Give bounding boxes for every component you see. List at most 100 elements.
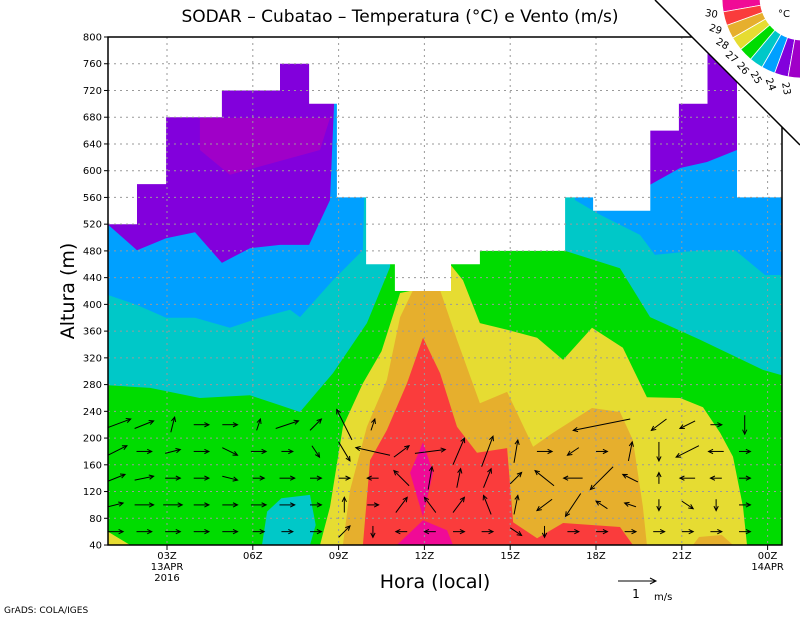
y-axis-label: Altura (m)	[57, 243, 79, 340]
temperature-contours	[108, 37, 782, 545]
wind-arrow-head	[402, 496, 408, 503]
y-tick-label: 320	[83, 353, 102, 364]
x-tick-label: 06Z	[243, 551, 263, 562]
x-tick-label: 00Z	[758, 551, 778, 562]
wind-arrow-shaft	[513, 439, 519, 463]
wind-arrow-head	[256, 417, 262, 425]
wind-arrow-head	[589, 484, 596, 491]
wind-arrow	[681, 529, 695, 535]
x-tick-label: 09Z	[329, 551, 349, 562]
wind-arrow-head	[572, 426, 579, 433]
wind-arrow-shaft	[393, 470, 410, 487]
wind-arrow	[354, 446, 391, 456]
y-tick-label: 800	[83, 33, 102, 44]
wind-arrow-shaft	[679, 420, 696, 429]
wind-arrow	[678, 420, 696, 430]
wind-arrow-head	[345, 525, 351, 531]
wind-arrow-shaft	[336, 409, 353, 441]
wind-arrow-head	[373, 502, 380, 508]
wind-arrow-shaft	[424, 497, 437, 513]
y-tick-label: 160	[83, 460, 102, 471]
wind-arrow-shaft	[134, 420, 154, 429]
y-tick-label: 360	[83, 327, 102, 338]
wind-arrow	[367, 502, 380, 508]
wind-arrow-head	[541, 532, 548, 539]
contour-region--31	[410, 442, 433, 517]
wind-arrow	[513, 438, 520, 463]
contour-region--31	[396, 520, 453, 545]
contour-region--23	[199, 117, 330, 175]
wind-arrow	[621, 473, 639, 483]
wind-arrow	[427, 465, 434, 490]
wind-arrow	[624, 529, 638, 535]
contour-region-28-29	[108, 531, 131, 545]
contour-region-30-31	[362, 337, 633, 545]
wind-arrow	[739, 529, 752, 535]
wind-arrow	[595, 500, 608, 510]
wind-arrow-head	[566, 450, 573, 456]
wind-arrow	[566, 447, 580, 456]
wind-arrow-head	[628, 440, 634, 447]
wind-arrow	[170, 415, 177, 433]
wind-arrow-head	[457, 467, 463, 474]
wind-arrow-shaft	[513, 495, 519, 515]
wind-arrow-head	[148, 474, 155, 480]
wind-vectors	[108, 408, 752, 539]
wind-arrow-shaft	[108, 418, 131, 429]
wind-arrow	[108, 445, 128, 456]
wind-arrow	[739, 502, 752, 508]
wind-arrow	[134, 420, 155, 429]
wind-arrow-head	[290, 475, 296, 481]
wind-arrow	[341, 496, 347, 513]
wind-arrow-shaft	[595, 500, 608, 510]
wind-arrow	[482, 494, 492, 515]
wind-arrow-head	[489, 435, 494, 442]
wind-arrow	[338, 475, 352, 481]
wind-arrow-head	[547, 448, 554, 455]
wind-arrow-shaft	[355, 447, 391, 456]
wind-arrow-head	[595, 500, 602, 506]
wind-arrow	[193, 475, 211, 481]
wind-arrow-head	[621, 473, 628, 479]
wind-arrow	[309, 418, 323, 431]
wind-arrow-head	[259, 475, 266, 481]
wind-arrow	[108, 418, 132, 429]
wind-arrow-head	[675, 452, 682, 458]
wind-arrow-head	[404, 445, 411, 451]
wind-arrow	[572, 418, 631, 433]
wind-arrow-head	[678, 424, 685, 430]
wind-arrow	[164, 448, 182, 454]
wind-arrow	[710, 422, 723, 428]
wind-arrow	[536, 498, 553, 512]
wind-arrow	[623, 501, 637, 508]
wind-arrow-head	[459, 529, 466, 535]
wind-arrow	[513, 494, 520, 515]
wind-arrow-head	[204, 475, 211, 481]
wind-arrow	[193, 529, 211, 535]
wind-arrow-head	[656, 505, 662, 512]
wind-arrow-shaft	[534, 470, 555, 487]
wind-arrow-head	[204, 448, 211, 455]
wind-arrow-shaft	[622, 473, 639, 483]
wind-arrow	[742, 415, 748, 436]
wind-arrow-head	[148, 420, 155, 425]
wind-arrow-head	[316, 502, 323, 508]
contour-region-29-30	[693, 535, 733, 545]
wind-arrow-head	[370, 532, 376, 539]
wind-arrow-head	[482, 494, 488, 501]
wind-arrow	[250, 502, 268, 508]
wind-arrow-head	[118, 501, 125, 507]
wind-arrow-head	[659, 529, 666, 535]
wind-arrow-shaft	[134, 475, 154, 481]
wind-arrow-head	[175, 529, 182, 535]
wind-arrow	[250, 448, 268, 455]
wind-arrow-shaft	[456, 468, 462, 488]
wind-arrow-head	[459, 496, 466, 503]
wind-arrow-head	[148, 502, 155, 508]
wind-arrow	[452, 437, 466, 465]
wind-arrow	[393, 445, 411, 458]
wind-arrow	[336, 408, 353, 441]
wind-arrow-shaft	[309, 418, 322, 431]
wind-arrow	[423, 496, 437, 513]
wind-arrow-head	[204, 422, 211, 428]
